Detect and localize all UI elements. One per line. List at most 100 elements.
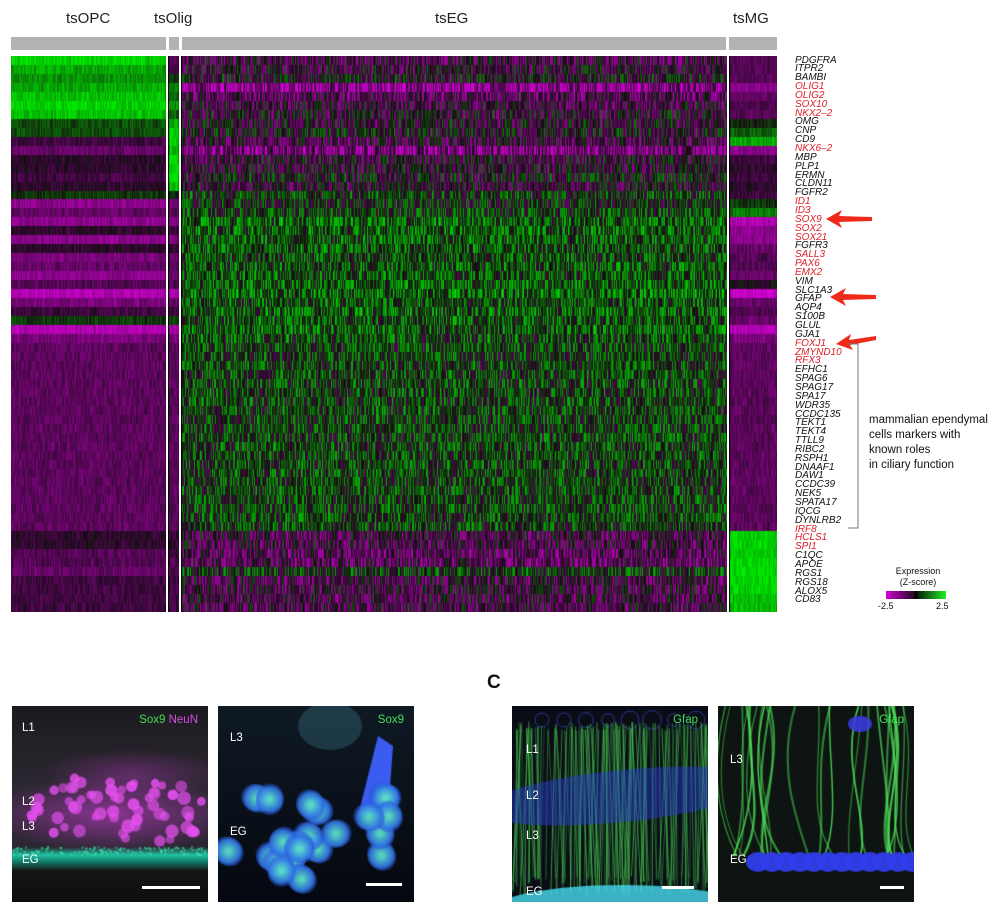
gene-label: OLIG1 xyxy=(795,81,825,93)
heatmap-divider-2 xyxy=(179,56,181,612)
neun-cell-dots xyxy=(12,706,208,902)
gene-label: TEKT4 xyxy=(795,426,827,438)
annotation-line-1: mammalian ependymal xyxy=(869,414,988,426)
gene-label: WDR35 xyxy=(795,399,831,411)
gene-label: ALOX5 xyxy=(795,585,828,597)
gene-label: TEKT1 xyxy=(795,417,827,429)
gene-label: RIBC2 xyxy=(795,443,825,455)
gene-label: MBP xyxy=(795,151,817,163)
gene-label: CCDC135 xyxy=(795,408,841,420)
ciliary-annotation: mammalian ependymal cells markers with k… xyxy=(869,413,999,473)
micrograph-gfap-closeup: L3 EG Gfap xyxy=(718,706,914,902)
gene-label: RGS18 xyxy=(795,576,828,588)
layer-label-eg: EG xyxy=(526,886,543,898)
layer-label-l1: L1 xyxy=(22,722,35,734)
arrow-icon-gfap xyxy=(830,288,876,306)
annotation-line-4: in ciliary function xyxy=(869,459,955,471)
arrow-icon-foxj1 xyxy=(836,334,876,350)
gene-label: PDGFRA xyxy=(795,54,837,66)
group-label-tsmg: tsMG xyxy=(733,10,769,27)
arrow-icon-sox9 xyxy=(826,210,872,228)
gene-label: ZMYND10 xyxy=(795,346,842,358)
gene-label: ERMN xyxy=(795,169,825,181)
gene-label: ID1 xyxy=(795,196,811,208)
annotation-line-3: known roles xyxy=(869,444,931,456)
expression-heatmap xyxy=(11,56,777,612)
gfap-fibers xyxy=(512,706,708,902)
gene-label: DNAAF1 xyxy=(795,461,835,473)
annotation-line-2: cells markers with xyxy=(869,429,961,441)
stain-label-gfap: Gfap xyxy=(673,714,698,726)
stain-neun: NeuN xyxy=(168,714,198,726)
gene-label: SOX10 xyxy=(795,98,828,110)
stain-label-gfap: Gfap xyxy=(879,714,904,726)
gene-label: EFHC1 xyxy=(795,364,828,376)
stain-sox9: Sox9 xyxy=(139,714,166,726)
gene-label: SPI1 xyxy=(795,541,817,553)
gene-label: IRF8 xyxy=(795,523,817,535)
layer-label-l1: L1 xyxy=(526,744,539,756)
layer-label-eg: EG xyxy=(730,854,747,866)
gene-label: ITPR2 xyxy=(795,63,824,75)
gene-label: C1QC xyxy=(795,550,823,562)
group-bar-tsmg xyxy=(729,37,777,50)
stain-label-sox9: Sox9 xyxy=(377,714,404,726)
group-bar-tseg xyxy=(182,37,726,50)
gene-label: SPAG17 xyxy=(795,381,834,393)
scale-bar xyxy=(880,886,904,889)
gene-label: PLP1 xyxy=(795,160,820,172)
scale-bar xyxy=(142,886,200,889)
layer-label-eg: EG xyxy=(230,826,247,838)
scale-bar xyxy=(366,883,402,886)
gene-label: GFAP xyxy=(795,293,822,305)
gene-label: SPATA17 xyxy=(795,497,837,508)
group-bar-tsopc xyxy=(11,37,166,50)
gene-label: SLC1A3 xyxy=(795,284,833,296)
gene-label: BAMBI xyxy=(795,72,827,84)
panel-letter-c: C xyxy=(487,672,501,693)
group-label-tseg: tsEG xyxy=(435,10,469,27)
gene-label: NKX6–2 xyxy=(795,143,833,154)
gene-label: GJA1 xyxy=(795,328,821,340)
stain-label: Sox9 NeuN xyxy=(139,714,198,726)
gene-label: EMX2 xyxy=(795,266,823,278)
gene-label: SALL3 xyxy=(795,249,826,261)
group-bar-tsolig xyxy=(169,37,179,50)
scale-bar xyxy=(662,886,694,889)
gene-label: FOXJ1 xyxy=(795,337,827,349)
layer-label-l2: L2 xyxy=(22,796,35,808)
gene-label: DAW1 xyxy=(795,470,824,482)
gene-label: HCLS1 xyxy=(795,532,828,544)
gene-label: SOX2 xyxy=(795,222,822,234)
gene-label: S100B xyxy=(795,311,826,323)
legend-title-line-2: (Z-score) xyxy=(899,577,937,587)
gene-label: SOX9 xyxy=(795,213,822,225)
micrograph-sox9-closeup: L3 EG Sox9 xyxy=(218,706,414,902)
gene-label: APOE xyxy=(795,558,823,570)
heatmap-divider-3 xyxy=(727,56,729,612)
gene-label: SPAG6 xyxy=(795,373,828,385)
gene-label: FGFR3 xyxy=(795,240,828,252)
group-label-tsopc: tsOPC xyxy=(66,10,111,27)
layer-label-eg: EG xyxy=(22,854,39,866)
gene-label: CLDN11 xyxy=(795,178,833,190)
gene-label: GLUL xyxy=(795,320,822,331)
gene-label: SPA17 xyxy=(795,390,826,402)
legend-max-label: 2.5 xyxy=(936,601,949,611)
layer-label-l3: L3 xyxy=(526,830,539,842)
micrograph-gfap-overview: L1 L2 L3 EG Gfap xyxy=(512,706,708,902)
gene-label: ID3 xyxy=(795,204,811,216)
gene-label: NKX2–2 xyxy=(795,107,833,119)
gene-label: PAX6 xyxy=(795,258,820,270)
gfap-fibers-closeup xyxy=(718,706,914,902)
gene-label: OLIG2 xyxy=(795,89,825,101)
gene-label: RFX3 xyxy=(795,355,821,367)
gene-label: SOX21 xyxy=(795,231,828,243)
gene-label: AQP4 xyxy=(795,302,822,314)
gene-label: CNP xyxy=(795,125,817,137)
gene-label: NEK5 xyxy=(795,488,822,500)
sox9-nuclei xyxy=(218,706,414,902)
gene-label: TTLL9 xyxy=(795,435,824,447)
layer-label-l3: L3 xyxy=(230,732,243,744)
micrograph-sox9-neun-overview: L1 L2 L3 EG Sox9 NeuN xyxy=(12,706,208,902)
